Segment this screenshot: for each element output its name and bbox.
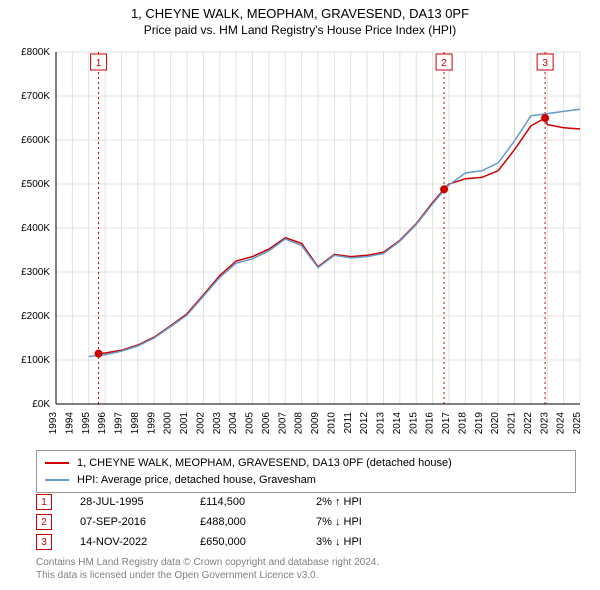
- svg-text:£0K: £0K: [32, 399, 50, 410]
- svg-text:2008: 2008: [294, 412, 305, 435]
- svg-text:2004: 2004: [228, 412, 239, 435]
- chart-svg: £0K£100K£200K£300K£400K£500K£600K£700K£8…: [56, 48, 584, 440]
- svg-text:2013: 2013: [376, 412, 387, 435]
- svg-text:2020: 2020: [490, 412, 501, 435]
- svg-text:2019: 2019: [474, 412, 485, 435]
- svg-text:3: 3: [542, 58, 548, 69]
- svg-text:£700K: £700K: [21, 91, 50, 102]
- svg-text:2011: 2011: [343, 412, 354, 434]
- svg-text:2017: 2017: [441, 412, 452, 435]
- svg-text:2: 2: [441, 58, 447, 69]
- transaction-price: £650,000: [200, 536, 288, 548]
- svg-text:£800K: £800K: [21, 47, 50, 58]
- transaction-date: 07-SEP-2016: [80, 516, 172, 528]
- transaction-price: £488,000: [200, 516, 288, 528]
- legend-row: HPI: Average price, detached house, Grav…: [45, 472, 567, 489]
- legend-label: 1, CHEYNE WALK, MEOPHAM, GRAVESEND, DA13…: [77, 455, 452, 472]
- table-row: 1 28-JUL-1995 £114,500 2% ↑ HPI: [36, 492, 576, 512]
- svg-text:1996: 1996: [97, 412, 108, 435]
- marker-badge: 3: [36, 534, 52, 550]
- svg-text:2000: 2000: [163, 412, 174, 435]
- svg-text:2025: 2025: [572, 412, 583, 435]
- legend-swatch-icon: [45, 479, 69, 481]
- svg-text:2009: 2009: [310, 412, 321, 435]
- svg-text:2022: 2022: [523, 412, 534, 435]
- transaction-date: 28-JUL-1995: [80, 496, 172, 508]
- legend-label: HPI: Average price, detached house, Grav…: [77, 472, 316, 489]
- marker-badge: 1: [36, 494, 52, 510]
- transaction-delta: 7% ↓ HPI: [316, 516, 416, 528]
- marker-badge: 2: [36, 514, 52, 530]
- title-main: 1, CHEYNE WALK, MEOPHAM, GRAVESEND, DA13…: [0, 6, 600, 21]
- table-row: 2 07-SEP-2016 £488,000 7% ↓ HPI: [36, 512, 576, 532]
- svg-text:£500K: £500K: [21, 179, 50, 190]
- svg-text:£200K: £200K: [21, 311, 50, 322]
- svg-text:2002: 2002: [195, 412, 206, 435]
- svg-text:1995: 1995: [81, 412, 92, 435]
- svg-text:2024: 2024: [556, 412, 567, 435]
- svg-text:1: 1: [96, 58, 102, 69]
- svg-text:2003: 2003: [212, 412, 223, 435]
- svg-text:2016: 2016: [425, 412, 436, 435]
- svg-text:1999: 1999: [146, 412, 157, 435]
- svg-text:2001: 2001: [179, 412, 190, 435]
- transactions-table: 1 28-JUL-1995 £114,500 2% ↑ HPI 2 07-SEP…: [36, 492, 576, 552]
- titles: 1, CHEYNE WALK, MEOPHAM, GRAVESEND, DA13…: [0, 0, 600, 37]
- svg-text:2005: 2005: [245, 412, 256, 435]
- svg-text:£100K: £100K: [21, 355, 50, 366]
- transaction-delta: 3% ↓ HPI: [316, 536, 416, 548]
- legend-swatch-icon: [45, 462, 69, 464]
- svg-text:1994: 1994: [64, 412, 75, 435]
- svg-text:1997: 1997: [114, 412, 125, 435]
- svg-text:2023: 2023: [539, 412, 550, 435]
- footer-line: Contains HM Land Registry data © Crown c…: [36, 556, 379, 569]
- title-sub: Price paid vs. HM Land Registry's House …: [0, 23, 600, 37]
- legend: 1, CHEYNE WALK, MEOPHAM, GRAVESEND, DA13…: [36, 450, 576, 493]
- transaction-delta: 2% ↑ HPI: [316, 496, 416, 508]
- svg-text:£300K: £300K: [21, 267, 50, 278]
- svg-text:£600K: £600K: [21, 135, 50, 146]
- svg-text:2006: 2006: [261, 412, 272, 435]
- svg-text:2014: 2014: [392, 412, 403, 435]
- footer-line: This data is licensed under the Open Gov…: [36, 569, 379, 582]
- svg-text:2012: 2012: [359, 412, 370, 435]
- footer: Contains HM Land Registry data © Crown c…: [36, 556, 379, 582]
- svg-text:1993: 1993: [48, 412, 59, 435]
- svg-text:2021: 2021: [507, 412, 518, 435]
- chart-container: 1, CHEYNE WALK, MEOPHAM, GRAVESEND, DA13…: [0, 0, 600, 590]
- legend-row: 1, CHEYNE WALK, MEOPHAM, GRAVESEND, DA13…: [45, 455, 567, 472]
- svg-text:2015: 2015: [408, 412, 419, 435]
- transaction-date: 14-NOV-2022: [80, 536, 172, 548]
- svg-text:£400K: £400K: [21, 223, 50, 234]
- svg-text:2007: 2007: [277, 412, 288, 435]
- table-row: 3 14-NOV-2022 £650,000 3% ↓ HPI: [36, 532, 576, 552]
- svg-text:1998: 1998: [130, 412, 141, 435]
- svg-text:2010: 2010: [326, 412, 337, 435]
- svg-text:2018: 2018: [457, 412, 468, 435]
- transaction-price: £114,500: [200, 496, 288, 508]
